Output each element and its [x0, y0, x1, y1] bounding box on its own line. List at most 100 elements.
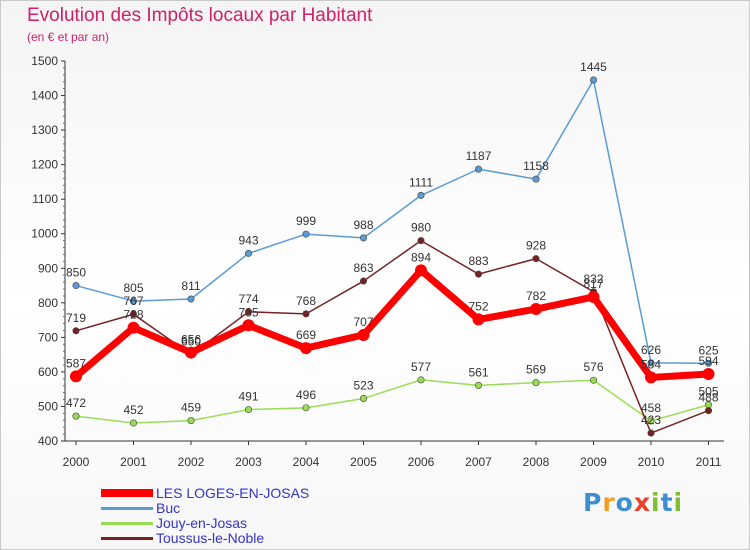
data-label: 561: [468, 365, 488, 379]
data-label: 472: [66, 396, 86, 410]
data-point: [242, 319, 255, 332]
y-tick-label: 1300: [31, 123, 58, 137]
data-label: 569: [526, 363, 546, 377]
data-label: 883: [468, 254, 488, 268]
data-point: [474, 165, 482, 173]
y-tick-label: 900: [38, 261, 58, 275]
data-point: [417, 191, 425, 199]
data-label: 943: [238, 233, 258, 247]
x-tick-label: 2002: [178, 455, 205, 469]
data-point: [474, 270, 482, 278]
data-label: 1445: [580, 60, 607, 74]
data-point: [187, 417, 195, 425]
data-label: 458: [641, 401, 661, 415]
data-label: 1158: [523, 159, 549, 173]
y-tick-label: 600: [38, 365, 58, 379]
x-tick-label: 2011: [696, 455, 722, 469]
data-point: [300, 342, 312, 355]
data-label: 805: [123, 281, 143, 295]
data-point: [72, 282, 80, 290]
legend-swatch: [101, 537, 153, 540]
x-tick-label: 2005: [350, 455, 377, 469]
data-label: 488: [698, 391, 718, 405]
data-label: 735: [238, 305, 258, 319]
y-tick-label: 1400: [31, 89, 58, 103]
data-label: 817: [583, 277, 603, 291]
data-label: 576: [583, 360, 603, 374]
data-point: [357, 328, 370, 341]
series-line-buc: [75, 79, 710, 365]
data-label: 452: [123, 403, 143, 417]
data-label: 491: [238, 390, 258, 404]
data-label: 774: [238, 292, 258, 306]
data-label: 988: [353, 218, 373, 232]
data-label: 496: [296, 388, 316, 402]
data-point: [417, 376, 425, 384]
data-point: [72, 327, 80, 335]
data-point: [72, 412, 80, 420]
data-point: [645, 371, 657, 384]
legend-label: Jouy-en-Josas: [156, 515, 248, 531]
series-line-toussus-le-noble: [75, 239, 710, 434]
series-line-les-loges-en-josas: [72, 266, 712, 381]
x-tick-label: 2003: [235, 455, 262, 469]
data-point: [302, 310, 310, 318]
data-point: [472, 313, 485, 326]
data-point: [359, 395, 367, 403]
x-tick-label: 2008: [523, 455, 550, 469]
y-tick-label: 1100: [32, 192, 58, 206]
data-point: [532, 255, 540, 263]
data-label: 505: [698, 385, 718, 399]
data-label: 1187: [466, 149, 492, 163]
data-point: [415, 264, 427, 277]
data-point: [589, 76, 597, 84]
legend-label: LES LOGES-EN-JOSAS: [156, 485, 310, 501]
data-point: [185, 346, 197, 359]
data-point: [245, 406, 253, 414]
data-point: [647, 359, 655, 367]
data-label: 587: [66, 356, 86, 370]
proxiti-logo: Proxiti: [583, 488, 684, 517]
data-label: 626: [641, 343, 661, 357]
data-label: 752: [468, 299, 488, 313]
data-label: 707: [353, 315, 373, 329]
y-tick-label: 700: [38, 330, 58, 344]
data-label: 523: [353, 379, 373, 393]
y-tick-label: 800: [38, 296, 58, 310]
data-point: [130, 310, 138, 318]
data-label: 782: [526, 289, 546, 303]
data-point: [70, 370, 82, 383]
data-point: [647, 417, 655, 425]
data-point: [245, 249, 253, 257]
legend-label: Toussus-le-Noble: [156, 530, 265, 546]
data-point: [130, 297, 138, 305]
legend-swatch: [101, 507, 153, 510]
data-point: [359, 277, 367, 285]
data-label: 850: [66, 266, 86, 280]
x-tick-label: 2007: [465, 455, 492, 469]
data-label: 1111: [409, 175, 433, 189]
data-label: 863: [353, 261, 373, 275]
chart-subtitle: (en € et par an): [27, 30, 110, 44]
y-tick-label: 500: [38, 399, 58, 413]
data-label: 811: [181, 279, 200, 293]
x-tick-label: 2004: [293, 455, 320, 469]
data-label: 832: [583, 272, 603, 286]
y-tick-label: 1000: [31, 227, 58, 241]
data-point: [474, 381, 482, 389]
data-point: [704, 407, 712, 415]
data-label: 594: [698, 354, 718, 368]
legend-label: Buc: [156, 500, 181, 516]
x-tick-label: 2009: [580, 455, 607, 469]
x-tick-label: 2000: [63, 455, 90, 469]
legend-swatch: [101, 522, 153, 525]
y-tick-label: 1500: [31, 54, 58, 68]
data-label: 894: [411, 250, 431, 264]
data-point: [532, 379, 540, 387]
data-label: 768: [296, 294, 316, 308]
data-label: 980: [411, 221, 431, 235]
data-label: 728: [123, 308, 143, 322]
x-tick-label: 2001: [120, 455, 147, 469]
